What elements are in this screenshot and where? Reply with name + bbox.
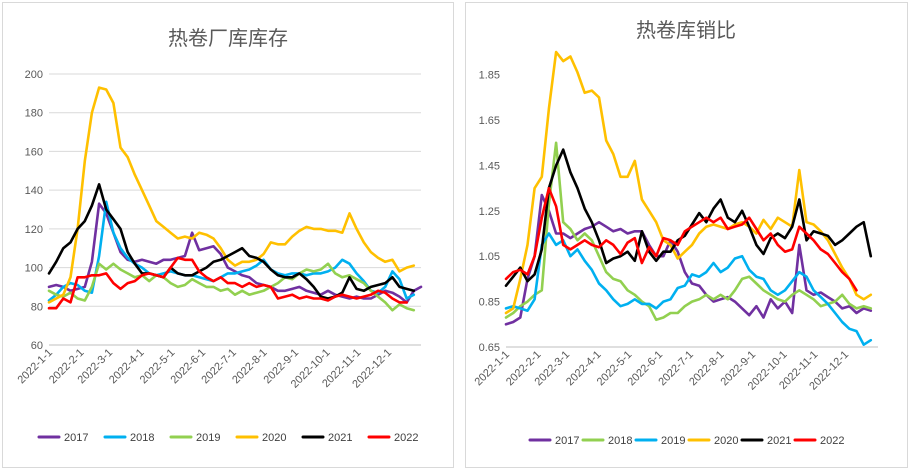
legend-label-2019: 2019 bbox=[196, 432, 220, 444]
series-line-2020 bbox=[504, 50, 873, 315]
inventory-chart: 热卷厂库库存60801001201401601802002022-1-12022… bbox=[15, 27, 423, 444]
series-line-2022 bbox=[504, 186, 858, 292]
y-tick-label: 60 bbox=[31, 340, 43, 352]
series-line-2018 bbox=[504, 141, 873, 322]
legend-label-2018: 2018 bbox=[608, 435, 632, 447]
chart-title: 热卷厂库库存 bbox=[168, 27, 288, 50]
legend-label-2021: 2021 bbox=[328, 432, 352, 444]
y-tick-label: 200 bbox=[25, 69, 43, 81]
y-tick-label: 80 bbox=[31, 301, 43, 313]
chart-title: 热卷库销比 bbox=[636, 19, 736, 42]
legend-label-2020: 2020 bbox=[714, 435, 738, 447]
series-line-2022 bbox=[47, 256, 409, 310]
series-line-2021 bbox=[47, 183, 416, 300]
inventory-sales-ratio-chart-panel: 热卷库销比 0.65 0.85 1.05 1.25 1.45 1.65 1.85 2022-1-… bbox=[465, 2, 908, 468]
y-tick-label: 1.25 bbox=[479, 206, 500, 218]
legend-label-2020: 2020 bbox=[262, 432, 286, 444]
legend-label-2017: 2017 bbox=[555, 435, 579, 447]
y-tick-label: 0.65 bbox=[479, 342, 500, 354]
series-line-2021 bbox=[504, 148, 873, 288]
legend-label-2019: 2019 bbox=[661, 435, 685, 447]
y-tick-label: 1.65 bbox=[479, 115, 500, 127]
y-tick-label: 140 bbox=[25, 185, 43, 197]
legend-label-2018: 2018 bbox=[130, 432, 154, 444]
legend-label-2021: 2021 bbox=[767, 435, 791, 447]
series-line-2019 bbox=[504, 232, 873, 347]
series-line-2018 bbox=[47, 200, 416, 302]
y-tick-label: 0.85 bbox=[479, 297, 500, 309]
y-tick-label: 120 bbox=[25, 224, 43, 236]
legend: 2017 2018 2019 2020 2021 2022 bbox=[528, 435, 844, 447]
y-tick-label: 100 bbox=[25, 263, 43, 275]
legend-label-2017: 2017 bbox=[64, 432, 88, 444]
legend-label-2022: 2022 bbox=[394, 432, 418, 444]
y-tick-label: 160 bbox=[25, 146, 43, 158]
inventory-chart-panel: 热卷厂库库存 60 80 100 120 140 160 180 200 2022-1-1 2022… bbox=[2, 2, 454, 468]
y-tick-label: 1.85 bbox=[479, 70, 500, 82]
inventory-sales-ratio-chart: 热卷库销比0.650.851.051.251.451.651.852022-1-… bbox=[472, 19, 878, 447]
y-tick-label: 1.05 bbox=[479, 251, 500, 263]
y-tick-label: 180 bbox=[25, 108, 43, 120]
legend-label-2022: 2022 bbox=[820, 435, 844, 447]
y-tick-label: 1.45 bbox=[479, 160, 500, 172]
legend: 2017 2018 2019 2020 2021 2022 bbox=[37, 432, 418, 444]
series-line-2020 bbox=[47, 86, 416, 304]
series-line-2019 bbox=[47, 262, 416, 312]
